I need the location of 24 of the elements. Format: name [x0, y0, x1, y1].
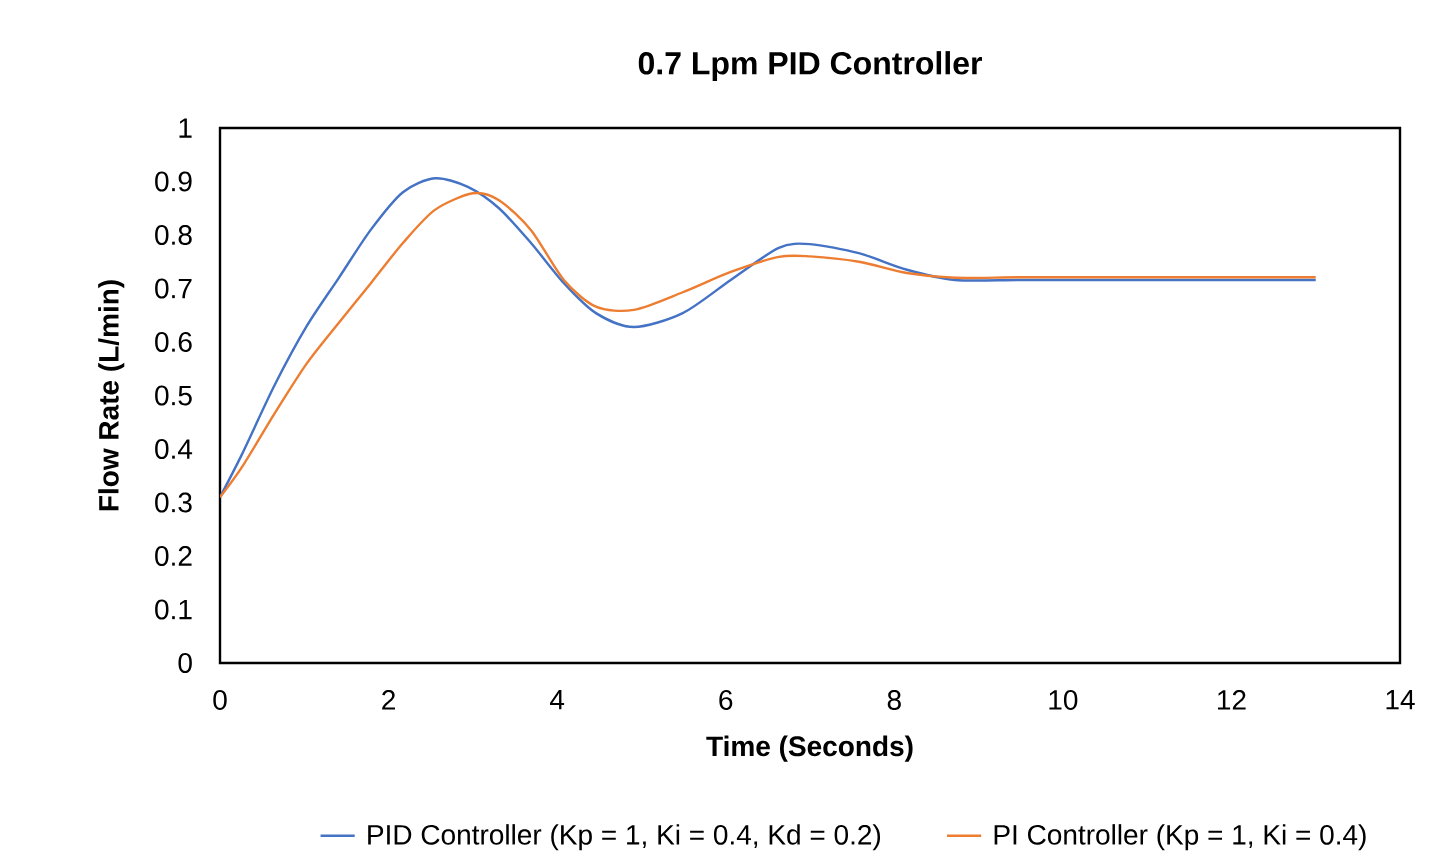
x-tick-label: 4	[549, 690, 565, 710]
x-tick-label: 10	[1049, 690, 1078, 710]
x-tick-label: 12	[1217, 690, 1246, 710]
y-tick-label: 0.8	[155, 225, 192, 245]
x-tick-label: 6	[719, 690, 733, 710]
legend-label: PI Controller (Kp = 1, Ki = 0.4)	[994, 824, 1366, 851]
y-axis-title: Flow Rate (L/min)	[98, 280, 125, 511]
y-tick-label: 0.9	[155, 171, 192, 192]
y-tick-label: 0.7	[155, 278, 192, 299]
y-tick-label: 0.1	[155, 599, 192, 620]
x-tick-label: 14	[1386, 690, 1415, 710]
y-tick-label: 0.2	[155, 546, 192, 566]
y-tick-label: 0.3	[155, 492, 192, 513]
x-axis-title: Time (Seconds)	[706, 735, 913, 762]
x-tick-label: 2	[382, 690, 395, 710]
y-tick-label: 0.6	[155, 332, 192, 352]
y-tick-label: 0	[178, 653, 192, 673]
y-tick-label: 1	[179, 118, 192, 138]
y-tick-label: 0.5	[155, 385, 192, 406]
legend-label: PID Controller (Kp = 1, Ki = 0.4, Kd = 0.2)	[368, 824, 881, 851]
y-tick-label: 0.4	[155, 439, 193, 459]
x-tick-label: 0	[213, 690, 227, 710]
chart-title: 0.7 Lpm PID Controller	[638, 51, 982, 81]
x-tick-label: 8	[887, 690, 901, 710]
